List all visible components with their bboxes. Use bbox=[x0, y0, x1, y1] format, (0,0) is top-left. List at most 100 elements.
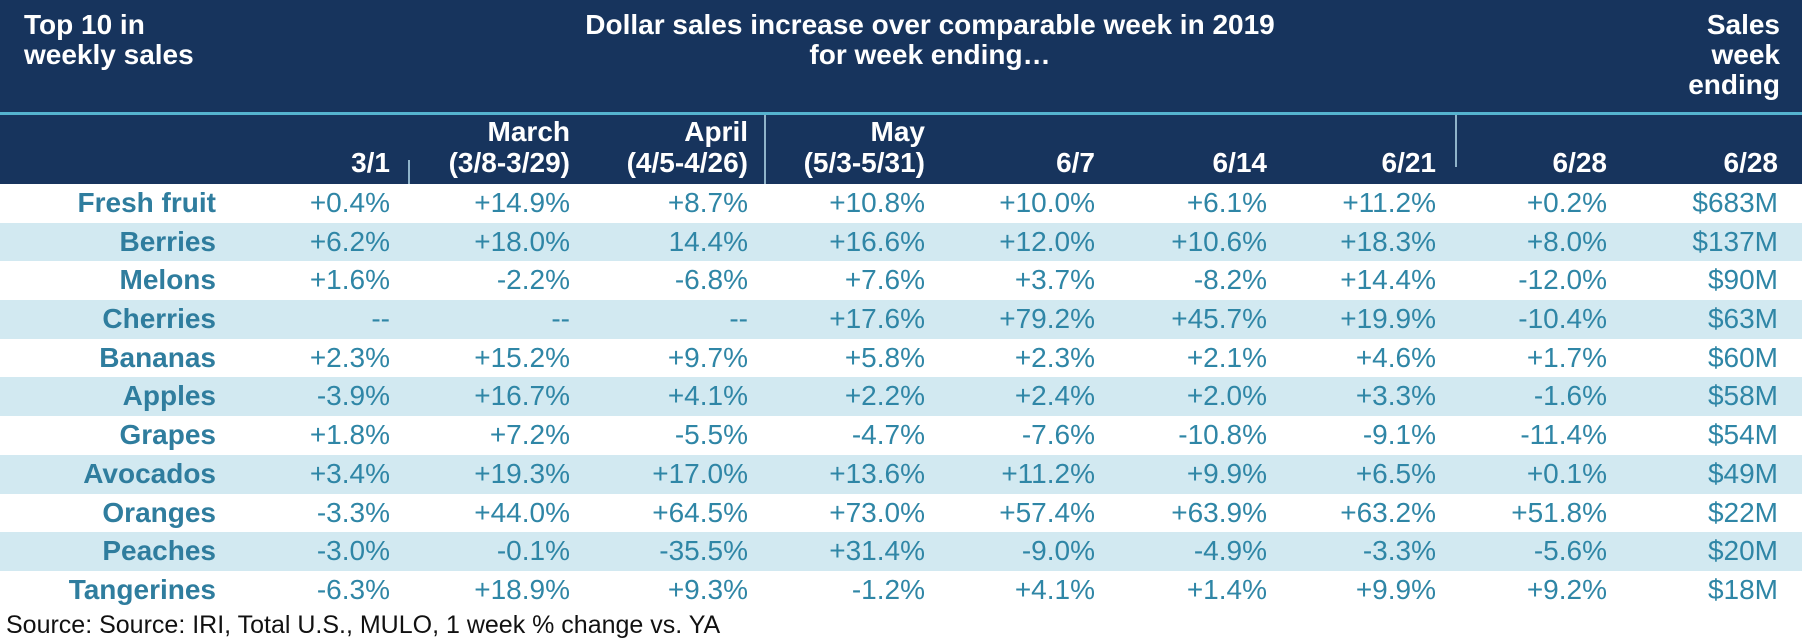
header-title-line1: Dollar sales increase over comparable we… bbox=[585, 9, 1275, 40]
percent-change-cell: +9.9% bbox=[1186, 457, 1267, 489]
table-row: Bananas +2.3% +15.2% +9.7% +5.8% +2.3% +2.1% +4… bbox=[0, 339, 1802, 378]
column-header: 6/28 bbox=[1724, 147, 1779, 178]
column-header: 3/1 bbox=[351, 147, 390, 178]
percent-change-cell: -9.1% bbox=[1362, 419, 1436, 451]
percent-change-cell: 14.4% bbox=[668, 225, 748, 257]
header-row-label-line2: weekly sales bbox=[24, 39, 194, 70]
sales-value-cell: $49M bbox=[1707, 457, 1778, 489]
column-header-line2: 6/21 bbox=[1381, 147, 1437, 178]
column-header-line2: (5/3-5/31) bbox=[803, 147, 925, 178]
sales-value-cell: $20M bbox=[1707, 535, 1778, 567]
percent-change-cell: +10.0% bbox=[999, 187, 1095, 218]
percent-change-cell: +5.8% bbox=[844, 341, 925, 373]
column-divider bbox=[408, 160, 410, 184]
percent-change-cell: +19.9% bbox=[1340, 303, 1436, 335]
row-label: Peaches bbox=[102, 535, 216, 567]
row-label: Tangerines bbox=[68, 573, 216, 605]
percent-change-cell: +18.0% bbox=[474, 225, 570, 257]
column-header-row: 3/1 March (3/8-3/29) April (4/5-4/26) May (5/3… bbox=[0, 115, 1802, 184]
header-sales-line2: week bbox=[1711, 39, 1781, 70]
percent-change-cell: +6.5% bbox=[1355, 457, 1436, 489]
header-sales-label: Sales week ending bbox=[1688, 10, 1780, 100]
percent-change-cell: +79.2% bbox=[999, 303, 1095, 335]
percent-change-cell: +1.7% bbox=[1526, 341, 1607, 373]
column-header-line2: (3/8-3/29) bbox=[448, 147, 570, 178]
percent-change-cell: +2.3% bbox=[1014, 341, 1095, 373]
sales-value-cell: $18M bbox=[1707, 573, 1778, 605]
column-header: 6/21 bbox=[1382, 147, 1437, 178]
percent-change-cell: +6.2% bbox=[309, 225, 390, 257]
percent-change-cell: +19.3% bbox=[474, 457, 570, 489]
percent-change-cell: +4.6% bbox=[1355, 341, 1436, 373]
percent-change-cell: +18.9% bbox=[474, 573, 570, 605]
percent-change-cell: +45.7% bbox=[1171, 303, 1267, 335]
percent-change-cell: +1.8% bbox=[309, 419, 390, 451]
table-row: Cherries -- -- -- +17.6% +79.2% +45.7% +19.9% -1… bbox=[0, 300, 1802, 339]
column-header-line1: March bbox=[487, 116, 570, 147]
percent-change-cell: +7.6% bbox=[844, 264, 925, 296]
percent-change-cell: +15.2% bbox=[474, 341, 570, 373]
percent-change-cell: +4.1% bbox=[667, 380, 748, 412]
column-header: March (3/8-3/29) bbox=[449, 116, 570, 178]
row-label: Grapes bbox=[119, 419, 217, 451]
data-table-body: Fresh fruit +0.4% +14.9% +8.7% +10.8% +10.0% +… bbox=[0, 184, 1802, 610]
table-row: Peaches -3.0% -0.1% -35.5% +31.4% -9.0% -4.9% -… bbox=[0, 532, 1802, 571]
percent-change-cell: +16.7% bbox=[474, 380, 570, 412]
sales-value-cell: $63M bbox=[1707, 303, 1778, 335]
percent-change-cell: -7.6% bbox=[1021, 419, 1095, 451]
sales-value-cell: $60M bbox=[1707, 341, 1778, 373]
row-label: Avocados bbox=[83, 457, 216, 489]
column-header-line2: 6/7 bbox=[1056, 147, 1095, 178]
percent-change-cell: +9.3% bbox=[667, 573, 748, 605]
percent-change-cell: -12.0% bbox=[1518, 264, 1607, 296]
percent-change-cell: +3.3% bbox=[1355, 380, 1436, 412]
table-row: Oranges -3.3% +44.0% +64.5% +73.0% +57.4% +63.… bbox=[0, 494, 1802, 533]
percent-change-cell: +2.3% bbox=[309, 341, 390, 373]
percent-change-cell: -11.4% bbox=[1520, 419, 1607, 451]
percent-change-cell: +1.6% bbox=[309, 264, 390, 296]
percent-change-cell: +0.1% bbox=[1526, 457, 1607, 489]
percent-change-cell: -8.2% bbox=[1193, 264, 1267, 296]
percent-change-cell: +0.2% bbox=[1526, 187, 1607, 218]
percent-change-cell: -3.3% bbox=[1362, 535, 1436, 567]
column-header-line2: 6/28 bbox=[1723, 147, 1779, 178]
percent-change-cell: -6.8% bbox=[674, 264, 748, 296]
percent-change-cell: -4.7% bbox=[851, 419, 925, 451]
sales-value-cell: $22M bbox=[1707, 496, 1778, 528]
table-row: Grapes +1.8% +7.2% -5.5% -4.7% -7.6% -10.8% -9.… bbox=[0, 416, 1802, 455]
sales-value-cell: $137M bbox=[1692, 225, 1778, 257]
table-row: Avocados +3.4% +19.3% +17.0% +13.6% +11.2% +9.… bbox=[0, 454, 1802, 494]
percent-change-cell: -- bbox=[551, 303, 570, 335]
header-sales-line3: ending bbox=[1688, 69, 1780, 100]
header-divider bbox=[0, 112, 1802, 115]
percent-change-cell: +8.0% bbox=[1526, 225, 1607, 257]
table-header-top: Top 10 in weekly sales Dollar sales incr… bbox=[0, 0, 1802, 112]
column-header-line1: May bbox=[870, 116, 925, 147]
percent-change-cell: +11.2% bbox=[1001, 457, 1095, 489]
percent-change-cell: +63.9% bbox=[1171, 496, 1267, 528]
percent-change-cell: +7.2% bbox=[489, 419, 570, 451]
percent-change-cell: +73.0% bbox=[829, 496, 925, 528]
percent-change-cell: +14.9% bbox=[474, 187, 570, 218]
percent-change-cell: +8.7% bbox=[667, 187, 748, 218]
percent-change-cell: -5.5% bbox=[674, 419, 748, 451]
row-label: Berries bbox=[119, 225, 216, 257]
percent-change-cell: -10.4% bbox=[1518, 303, 1607, 335]
sales-value-cell: $58M bbox=[1707, 380, 1778, 412]
percent-change-cell: -- bbox=[371, 303, 390, 335]
percent-change-cell: -4.9% bbox=[1193, 535, 1267, 567]
percent-change-cell: +18.3% bbox=[1340, 225, 1436, 257]
percent-change-cell: +2.2% bbox=[844, 380, 925, 412]
header-sales-line1: Sales bbox=[1706, 9, 1780, 40]
sales-value-cell: $54M bbox=[1707, 419, 1778, 451]
percent-change-cell: -3.3% bbox=[316, 496, 390, 528]
sales-value-cell: $90M bbox=[1707, 264, 1778, 296]
header-row-label-line1: Top 10 in bbox=[24, 9, 145, 40]
column-divider bbox=[764, 115, 766, 184]
percent-change-cell: +9.7% bbox=[667, 341, 748, 373]
percent-change-cell: +10.6% bbox=[1171, 225, 1267, 257]
column-header-line2: (4/5-4/26) bbox=[626, 147, 748, 178]
percent-change-cell: +9.2% bbox=[1526, 573, 1607, 605]
percent-change-cell: +6.1% bbox=[1186, 187, 1267, 218]
percent-change-cell: +2.0% bbox=[1186, 380, 1267, 412]
